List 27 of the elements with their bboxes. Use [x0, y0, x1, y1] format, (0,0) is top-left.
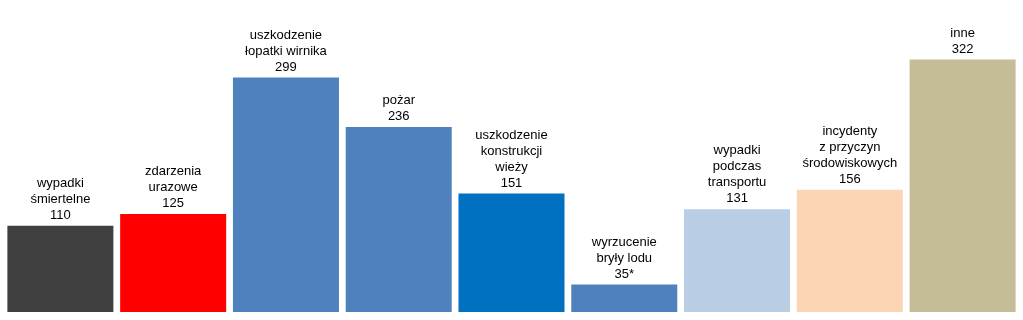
- bar: [909, 59, 1016, 312]
- x-tick-label: pożar: [382, 91, 416, 107]
- data-label: 299: [275, 58, 297, 74]
- bar: [7, 225, 114, 312]
- data-label: 35*: [614, 265, 635, 281]
- data-label: 156: [838, 170, 861, 186]
- category-label: uszkodzenie konstrukcji wieży: [475, 126, 548, 174]
- bar: [684, 209, 791, 312]
- bar: [571, 284, 678, 312]
- bar: [120, 214, 227, 312]
- x-tick-label: inne: [950, 24, 975, 40]
- category-label: wyrzucenie bryły lodu: [591, 233, 657, 265]
- category-label: wypadki podczas transportu: [707, 142, 767, 190]
- bar: [458, 193, 565, 312]
- bar: [232, 77, 339, 312]
- category-label: wypadki śmiertelne: [30, 174, 91, 206]
- bar: [796, 189, 903, 312]
- data-label: 151: [500, 174, 523, 190]
- category-label: uszkodzenie łopatki wirnika: [245, 26, 327, 58]
- data-label: 110: [50, 206, 71, 222]
- data-label: 125: [162, 195, 185, 210]
- bar: [345, 126, 452, 312]
- data-label: 322: [951, 40, 974, 56]
- data-label: 236: [387, 107, 410, 123]
- data-label: 131: [726, 190, 748, 206]
- category-label: incydenty z przyczyn środowiskowych: [802, 122, 898, 170]
- category-label: zdarzenia urazowe: [144, 163, 202, 194]
